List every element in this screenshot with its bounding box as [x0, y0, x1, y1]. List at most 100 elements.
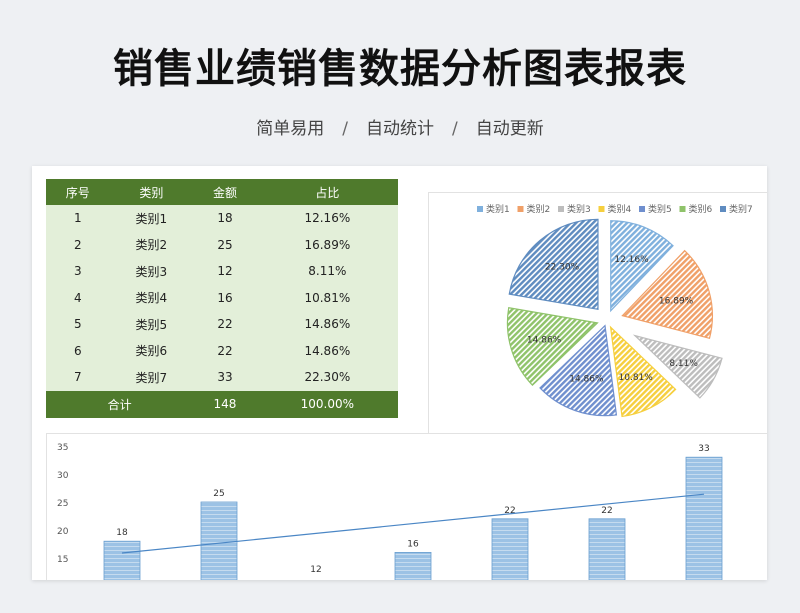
legend-swatch	[477, 206, 483, 212]
table-row: 1 类别1 18 12.16%	[46, 205, 398, 232]
cell-share: 12.16%	[256, 205, 398, 232]
table-row: 4 类别4 16 10.81%	[46, 284, 398, 311]
tag-auto-stats: 自动统计	[366, 119, 434, 139]
cell-amount: 33	[193, 364, 257, 391]
cell-index: 1	[46, 205, 110, 232]
legend-label: 类别5	[648, 203, 672, 215]
legend-swatch	[639, 206, 645, 212]
cell-index: 5	[46, 311, 110, 338]
bar-data-label: 16	[407, 539, 419, 549]
cell-amount: 12	[193, 258, 257, 285]
pie-data-label: 12.16%	[614, 255, 649, 265]
legend-label: 类别7	[729, 203, 753, 215]
pie-slice	[621, 249, 713, 340]
table-row: 6 类别6 22 14.86%	[46, 337, 398, 364]
legend-label: 类别4	[608, 203, 632, 215]
bar	[685, 456, 723, 580]
pie-data-label: 16.89%	[659, 296, 694, 306]
y-tick-label: 30	[57, 471, 69, 481]
cell-category: 类别5	[109, 311, 194, 338]
bar	[491, 518, 529, 580]
bar	[394, 552, 432, 580]
bar	[588, 518, 626, 580]
cell-index: 3	[46, 258, 110, 285]
tag-auto-update: 自动更新	[475, 119, 544, 139]
cell-index: 6	[46, 337, 110, 364]
cell-amount: 22	[193, 337, 257, 364]
cell-share: 22.30%	[256, 364, 398, 391]
cell-share: 16.89%	[256, 231, 398, 258]
total-amount: 148	[193, 390, 257, 418]
legend-swatch	[720, 206, 726, 212]
y-tick-label: 35	[57, 443, 68, 453]
pie-slice	[610, 220, 674, 313]
bar	[103, 540, 141, 580]
pie-slice	[609, 325, 677, 418]
cell-amount: 16	[193, 284, 257, 311]
tag-easy: 简单易用	[256, 119, 325, 139]
cell-index: 4	[46, 284, 110, 311]
cell-share: 10.81%	[256, 284, 398, 311]
bar-chart: 15 20 25 30 35 18 25 12 16 22 22 33	[57, 443, 723, 580]
cell-share: 14.86%	[256, 311, 398, 338]
bar-chart-panel: 15 20 25 30 35 18 25 12 16 22 22 33	[46, 433, 767, 580]
cell-category: 类别7	[109, 364, 194, 391]
table-row: 7 类别7 33 22.30%	[46, 364, 398, 391]
y-tick-label: 20	[57, 527, 69, 537]
col-index-header: 序号	[46, 179, 110, 205]
cell-share: 14.86%	[256, 337, 398, 364]
cell-category: 类别1	[109, 205, 194, 232]
legend-swatch	[517, 206, 524, 212]
tag-separator: /	[342, 119, 348, 139]
bar-data-label: 22	[504, 506, 515, 516]
total-share: 100.00%	[256, 390, 398, 418]
pie-data-label: 14.86%	[569, 374, 604, 384]
cell-amount: 18	[193, 205, 257, 232]
bar-data-label: 33	[698, 444, 709, 454]
bar-data-label: 25	[213, 489, 224, 499]
cell-category: 类别6	[109, 337, 194, 364]
page-title: 销售业绩销售数据分析图表报表	[113, 46, 687, 92]
y-tick-label: 15	[57, 555, 68, 565]
col-amount-header: 金额	[193, 179, 257, 205]
sales-table: 序号 类别 金额 占比 1 类别1 18 12.16% 2 类别2 25 16.…	[46, 179, 398, 418]
cell-category: 类别3	[109, 258, 194, 285]
pie-data-label: 14.86%	[527, 335, 562, 345]
legend-label: 类别3	[567, 203, 591, 215]
legend-swatch	[598, 206, 605, 212]
tag-separator: /	[452, 119, 458, 139]
legend-label: 类别6	[689, 203, 713, 215]
bar-data-label: 18	[116, 528, 128, 538]
table-total-row: 合计 148 100.00%	[46, 390, 398, 418]
pie-slice	[508, 218, 599, 311]
cell-category: 类别4	[109, 284, 194, 311]
table-header-row: 序号 类别 金额 占比	[46, 179, 398, 205]
trend-line	[121, 493, 705, 554]
bar-data-label: 12	[310, 565, 321, 575]
col-category-header: 类别	[109, 179, 194, 205]
pie-slice	[632, 334, 723, 399]
col-share-header: 占比	[256, 179, 398, 205]
pie-slice	[506, 307, 599, 387]
pie-chart-panel: 类别1 类别2 类别3 类别4 类别5 类别6 类别7 12.16% 16.89% 8.11% 10…	[428, 192, 767, 433]
table-row: 3 类别3 12 8.11%	[46, 258, 398, 285]
table-row: 2 类别2 25 16.89%	[46, 231, 398, 258]
cell-index: 7	[46, 364, 110, 391]
pie-data-label: 10.81%	[619, 373, 654, 383]
legend-swatch	[558, 206, 564, 212]
feature-tags: 简单易用 / 自动统计 / 自动更新	[0, 114, 800, 139]
cell-index: 2	[46, 231, 110, 258]
total-label: 合计	[46, 390, 194, 418]
legend-label: 类别2	[527, 203, 551, 215]
legend-label: 类别1	[486, 203, 510, 215]
pie-chart: 类别1 类别2 类别3 类别4 类别5 类别6 类别7 12.16% 16.89% 8.11% 10…	[477, 203, 753, 418]
report-card: 序号 类别 金额 占比 1 类别1 18 12.16% 2 类别2 25 16.…	[32, 166, 767, 580]
cell-category: 类别2	[109, 231, 194, 258]
cell-amount: 22	[193, 311, 257, 338]
cell-amount: 25	[193, 231, 257, 258]
cell-share: 8.11%	[256, 258, 398, 285]
legend-swatch	[679, 206, 686, 212]
y-tick-label: 25	[57, 499, 68, 509]
table-row: 5 类别5 22 14.86%	[46, 311, 398, 338]
bar-data-label: 22	[601, 506, 612, 516]
